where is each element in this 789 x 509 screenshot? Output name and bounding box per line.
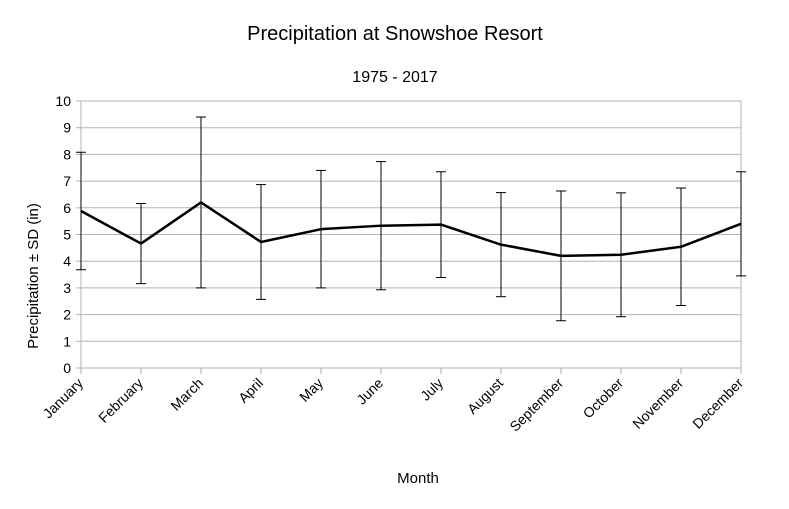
x-tick-label: March [167,375,206,414]
x-tick-label: November [629,375,686,432]
chart-title: Precipitation at Snowshoe Resort [247,23,543,45]
y-tick-label: 3 [63,280,71,296]
x-tick-label: July [417,375,446,404]
y-tick-label: 6 [63,200,71,216]
y-tick-label: 0 [63,360,71,376]
y-axis-ticks: 0 1 2 3 4 5 6 7 8 9 10 [55,93,81,376]
y-tick-label: 7 [63,173,71,189]
y-axis-label: Precipitation ± SD (in) [25,203,42,349]
x-tick-label: January [40,375,87,422]
x-tick-label: April [235,375,266,406]
y-tick-label: 8 [63,146,71,162]
x-tick-label: February [95,375,146,426]
y-tick-label: 1 [63,333,71,349]
x-axis-ticks: January February March April May June July Augu… [40,368,746,435]
x-axis-label: Month [397,470,439,487]
chart-subtitle: 1975 - 2017 [352,69,438,86]
grid-lines [80,100,742,369]
series-line [80,201,742,258]
x-tick-label: October [580,375,627,422]
y-tick-label: 10 [55,93,71,109]
series-layer [80,201,742,258]
x-tick-label: August [464,375,506,417]
y-tick-label: 2 [63,307,71,323]
y-tick-label: 4 [63,253,71,269]
x-tick-label: May [296,375,326,405]
x-tick-label: December [689,375,746,432]
x-tick-label: September [506,375,566,435]
x-tick-label: June [353,375,386,408]
y-tick-label: 9 [63,120,71,136]
y-tick-label: 5 [63,227,71,243]
